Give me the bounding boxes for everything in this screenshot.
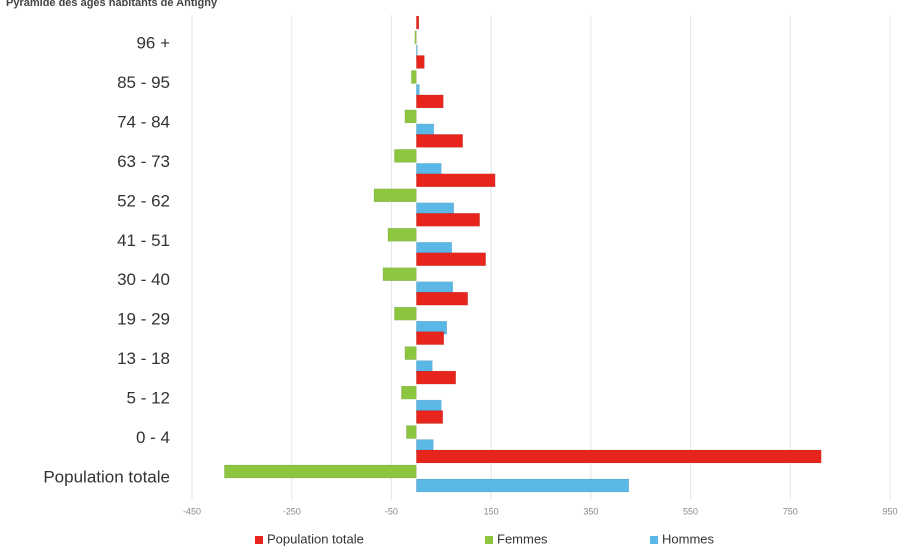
- bar: [416, 370, 456, 385]
- bar: [416, 55, 425, 69]
- bar: [406, 425, 417, 439]
- legend-swatch: [255, 536, 263, 544]
- y-tick-label: Population totale: [43, 467, 170, 486]
- bar: [394, 149, 417, 163]
- bar: [404, 109, 417, 124]
- y-tick-label: 96 +: [136, 33, 170, 52]
- x-tick-label: 750: [783, 506, 798, 516]
- y-tick-label: 19 - 29: [117, 310, 170, 329]
- bar: [416, 15, 420, 30]
- y-tick-label: 30 - 40: [117, 270, 170, 289]
- bar: [394, 306, 417, 321]
- chart-title: Pyramide des âges habitants de Antigny: [6, 0, 218, 9]
- y-tick-label: 41 - 51: [117, 231, 170, 250]
- legend-swatch: [650, 536, 658, 544]
- x-tick-label: 950: [882, 506, 897, 516]
- bar: [387, 228, 417, 242]
- x-tick-label: -250: [283, 506, 301, 516]
- legend-swatch: [485, 536, 493, 544]
- bar: [416, 478, 629, 493]
- bar: [382, 267, 417, 281]
- bar: [416, 252, 486, 266]
- bar: [404, 346, 417, 360]
- bar: [414, 30, 417, 45]
- bar: [411, 70, 417, 84]
- bar: [416, 331, 445, 345]
- y-tick-label: 5 - 12: [127, 389, 170, 408]
- x-tick-label: -450: [183, 506, 201, 516]
- bar: [416, 134, 463, 148]
- y-tick-label: 74 - 84: [117, 112, 170, 131]
- bar: [224, 464, 417, 479]
- x-tick-label: 550: [683, 506, 698, 516]
- bar: [416, 449, 822, 464]
- bar: [416, 94, 444, 109]
- x-tick-label: 350: [583, 506, 598, 516]
- y-tick-label: 85 - 95: [117, 73, 170, 92]
- bar: [401, 385, 417, 400]
- bar: [416, 173, 496, 188]
- bar: [373, 188, 417, 203]
- legend-label: Femmes: [497, 531, 548, 546]
- legend-label: Hommes: [662, 531, 715, 546]
- legend-label: Population totale: [267, 531, 364, 546]
- y-tick-label: 0 - 4: [136, 428, 170, 447]
- bar: [416, 213, 480, 227]
- y-tick-label: 63 - 73: [117, 152, 170, 171]
- y-tick-label: 13 - 18: [117, 349, 170, 368]
- x-tick-label: 150: [484, 506, 499, 516]
- x-tick-label: -50: [385, 506, 398, 516]
- y-tick-label: 52 - 62: [117, 191, 170, 210]
- bar: [416, 291, 468, 306]
- bar: [416, 410, 444, 424]
